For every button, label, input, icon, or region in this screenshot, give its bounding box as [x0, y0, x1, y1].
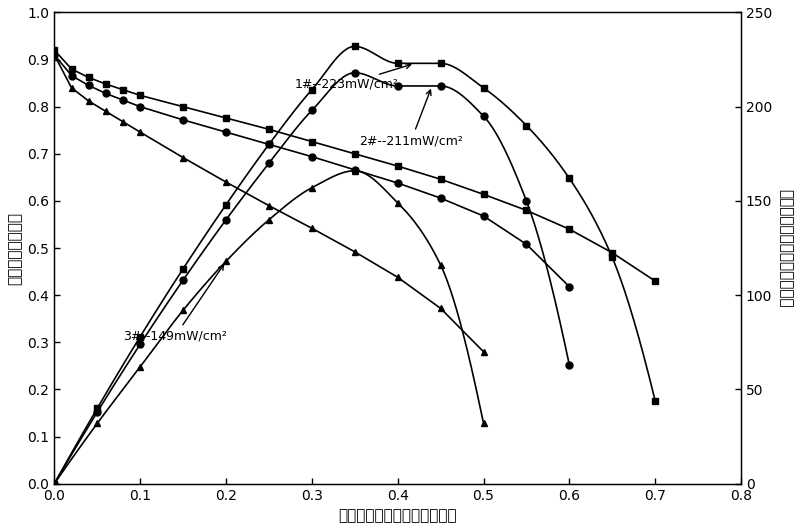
X-axis label: 电流密度（安培每平方厘米）: 电流密度（安培每平方厘米） — [338, 508, 457, 523]
Text: 3#--149mW/cm²: 3#--149mW/cm² — [123, 265, 227, 343]
Y-axis label: 功率密度（毫瓦每平方厘米）: 功率密度（毫瓦每平方厘米） — [778, 189, 793, 307]
Y-axis label: 电池电压（伏特）: 电池电压（伏特） — [7, 211, 22, 285]
Text: 1#--223mW/cm²: 1#--223mW/cm² — [294, 64, 410, 91]
Text: 2#--211mW/cm²: 2#--211mW/cm² — [359, 90, 463, 147]
